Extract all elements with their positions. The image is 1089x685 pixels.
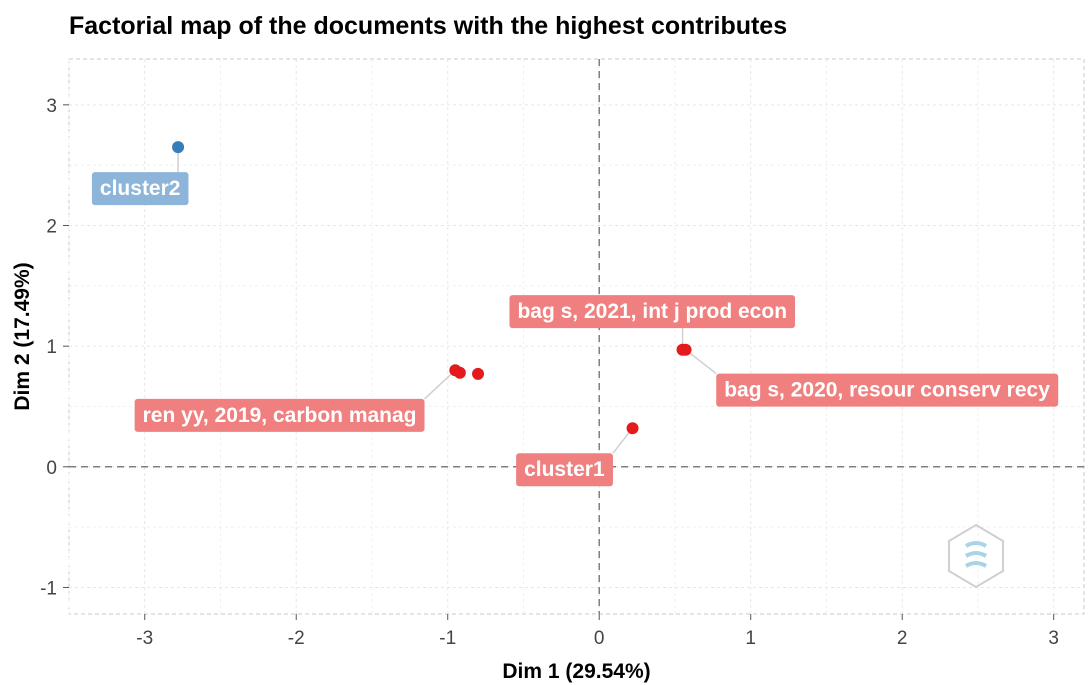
label-box — [716, 373, 1059, 407]
y-axis-title: Dim 2 (17.49%) — [11, 262, 34, 410]
label-text: ren yy, 2019, carbon manag — [143, 404, 417, 427]
axis-ticks: -3 -2 -1 0 1 2 3 -1 0 1 2 3 — [40, 96, 1059, 649]
y-tick-label: 2 — [46, 217, 57, 238]
point-label: bag s, 2020, resour conserv recy — [716, 373, 1059, 407]
data-point-cluster1 — [453, 366, 466, 379]
point-label: cluster1 — [516, 453, 613, 487]
bibliometrix-logo-icon — [948, 523, 1004, 589]
data-point-cluster1 — [679, 343, 692, 356]
x-axis-title: Dim 1 (29.54%) — [502, 660, 650, 683]
label-box — [509, 295, 796, 329]
label-text: bag s, 2020, resour conserv recy — [724, 379, 1050, 402]
label-text: cluster1 — [524, 458, 605, 481]
data-point-cluster1 — [626, 422, 639, 435]
grid — [68, 59, 1084, 614]
x-tick-label: -2 — [288, 628, 305, 649]
y-tick-label: 3 — [46, 96, 57, 117]
label-text: cluster2 — [100, 177, 181, 200]
x-tick-label: 2 — [897, 628, 908, 649]
x-tick-label: -1 — [439, 628, 456, 649]
data-point-cluster1 — [472, 367, 485, 380]
label-text: bag s, 2021, int j prod econ — [517, 300, 787, 323]
label-connector — [685, 349, 717, 375]
label-connector — [424, 369, 456, 400]
label-box — [516, 453, 613, 487]
point-label: cluster2 — [91, 172, 189, 206]
label-connectors — [177, 147, 717, 454]
label-box — [134, 398, 425, 432]
plot-panel — [68, 58, 1085, 615]
point-label: bag s, 2021, int j prod econ — [509, 295, 796, 329]
data-point-cluster2 — [172, 141, 185, 154]
x-tick-label: 1 — [745, 628, 756, 649]
x-tick-label: 3 — [1048, 628, 1059, 649]
y-tick-label: 0 — [46, 458, 57, 479]
label-box — [91, 172, 189, 206]
chart-title: Factorial map of the documents with the … — [69, 12, 788, 40]
y-tick-label: 1 — [46, 337, 57, 358]
point-label: ren yy, 2019, carbon manag — [134, 398, 425, 432]
x-tick-label: 0 — [594, 628, 605, 649]
y-tick-label: -1 — [40, 578, 57, 599]
x-tick-label: -3 — [136, 628, 153, 649]
point-labels: cluster2 bag s, 2021, int j prod econ ren … — [91, 172, 1059, 487]
data-points — [172, 141, 692, 435]
